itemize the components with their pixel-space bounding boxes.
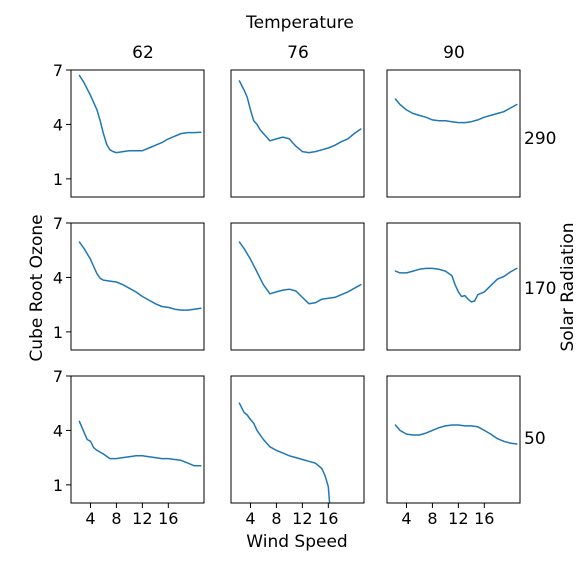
panel-50-90: 4 8 12 16 (386, 375, 521, 528)
y-tick-label: 7 (53, 61, 63, 80)
series-line-50-90 (394, 424, 518, 445)
series-line-290-62 (78, 74, 202, 154)
panel-170-62: 1 4 7 (53, 214, 205, 351)
panel-frame (70, 375, 205, 504)
panel-frame (386, 375, 521, 504)
panel-frame (386, 222, 521, 351)
x-tick-label: 12 (448, 509, 468, 528)
y-tick-label: 1 (53, 170, 63, 189)
panel-frame (70, 69, 205, 198)
panel-frame (230, 222, 365, 351)
y-tick-label: 7 (53, 214, 63, 233)
x-axis-label: Wind Speed (246, 532, 347, 552)
panel-frame (386, 69, 521, 198)
y-tick-label: 4 (53, 421, 63, 440)
series-line-170-90 (394, 267, 518, 303)
panel-290-76 (230, 69, 365, 198)
x-tick-label: 16 (318, 509, 338, 528)
suptitle-temperature: Temperature (245, 13, 354, 33)
series-line-50-62 (78, 420, 202, 467)
y-tick-label: 4 (53, 268, 63, 287)
x-tick-label: 4 (85, 509, 95, 528)
x-tick-label: 4 (401, 509, 411, 528)
series-line-290-90 (394, 98, 518, 124)
panel-170-76 (230, 222, 365, 351)
col-label-1: 76 (287, 43, 309, 63)
y-tick-label: 7 (53, 367, 63, 386)
row-axis-label: Solar Radiation (558, 222, 576, 351)
y-tick-label: 4 (53, 115, 63, 134)
x-tick-label: 16 (474, 509, 494, 528)
panel-50-76: 4 8 12 16 (230, 375, 365, 528)
y-tick-label: 1 (53, 323, 63, 342)
x-tick-label: 4 (245, 509, 255, 528)
panel-170-90 (386, 222, 521, 351)
x-tick-label: 8 (111, 509, 121, 528)
col-label-0: 62 (132, 43, 154, 63)
panel-frame (230, 69, 365, 198)
series-line-290-76 (238, 80, 362, 154)
panel-290-90 (386, 69, 521, 198)
panel-frame (70, 222, 205, 351)
series-line-170-76 (238, 241, 362, 305)
x-tick-label: 8 (271, 509, 281, 528)
panel-290-62: 1 4 7 (53, 61, 205, 198)
series-line-170-62 (78, 241, 202, 311)
x-tick-label: 12 (132, 509, 152, 528)
y-axis-label: Cube Root Ozone (27, 214, 47, 361)
series-line-50-76 (238, 402, 331, 504)
x-tick-label: 8 (427, 509, 437, 528)
row-label-0: 290 (524, 129, 556, 149)
row-label-2: 50 (524, 429, 546, 449)
x-tick-label: 12 (292, 509, 312, 528)
row-label-1: 170 (524, 279, 556, 299)
x-tick-label: 16 (158, 509, 178, 528)
panel-frame (230, 375, 365, 504)
y-tick-label: 1 (53, 476, 63, 495)
col-label-2: 90 (443, 43, 465, 63)
